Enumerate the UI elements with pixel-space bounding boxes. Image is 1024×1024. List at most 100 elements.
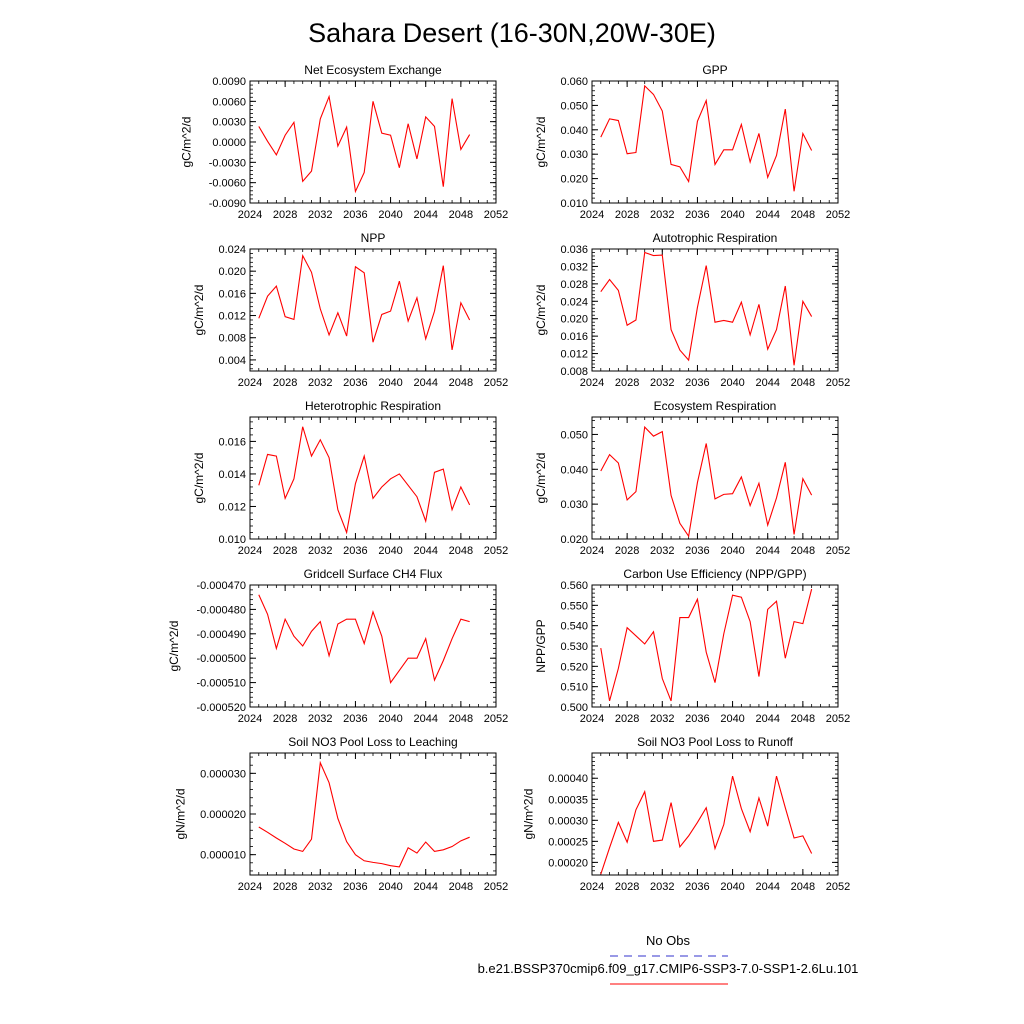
y-tick-label: 0.036: [560, 244, 588, 256]
x-tick-label: 2028: [273, 713, 297, 725]
y-tick-label: 0.00040: [548, 773, 588, 785]
y-axis-label: gC/m^2/d: [534, 285, 548, 336]
x-tick-label: 2052: [484, 713, 508, 725]
series-line: [258, 426, 471, 535]
x-tick-label: 2040: [720, 377, 744, 389]
series-line: [600, 84, 813, 192]
x-tick-label: 2048: [449, 545, 473, 557]
y-tick-label: 0.012: [218, 501, 246, 513]
series-line: [258, 94, 471, 194]
x-tick-label: 2032: [308, 377, 332, 389]
chart-title: NPP: [361, 231, 386, 245]
y-tick-label: 0.00035: [548, 794, 588, 806]
x-tick-label: 2032: [650, 713, 674, 725]
y-tick-label: 0.560: [560, 580, 588, 592]
y-tick-label: 0.060: [560, 76, 588, 88]
y-tick-label: -0.000490: [196, 629, 246, 641]
x-tick-label: 2028: [273, 545, 297, 557]
x-tick-label: 2052: [484, 881, 508, 893]
y-tick-label: 0.020: [560, 534, 588, 546]
chart-title: Soil NO3 Pool Loss to Runoff: [637, 735, 794, 749]
x-tick-label: 2036: [685, 545, 709, 557]
y-tick-label: 0.004: [218, 355, 246, 367]
y-tick-label: 0.024: [560, 296, 588, 308]
y-tick-label: 0.016: [218, 288, 246, 300]
series-line: [258, 253, 471, 351]
x-tick-label: 2024: [580, 209, 604, 221]
y-tick-label: 0.00020: [548, 857, 588, 869]
series-line: [600, 775, 813, 875]
y-tick-label: -0.0060: [209, 178, 246, 190]
x-tick-label: 2036: [343, 713, 367, 725]
x-tick-label: 2024: [238, 713, 262, 725]
x-tick-label: 2048: [449, 881, 473, 893]
x-tick-label: 2040: [378, 377, 402, 389]
x-tick-label: 2052: [826, 545, 850, 557]
x-tick-label: 2024: [580, 545, 604, 557]
plot-frame: [591, 248, 839, 372]
y-tick-label: 0.500: [560, 702, 588, 714]
x-tick-label: 2044: [413, 209, 437, 221]
x-tick-label: 2044: [413, 545, 437, 557]
x-tick-label: 2028: [273, 209, 297, 221]
x-tick-label: 2040: [378, 881, 402, 893]
y-tick-label: 0.012: [218, 311, 246, 323]
y-axis-label: gC/m^2/d: [192, 453, 206, 504]
y-tick-label: 0.020: [560, 174, 588, 186]
x-tick-label: 2052: [826, 209, 850, 221]
y-tick-label: 0.014: [218, 469, 246, 481]
y-tick-label: 0.030: [560, 149, 588, 161]
plot-frame: [591, 752, 839, 876]
x-tick-label: 2044: [755, 713, 779, 725]
legend-model-label: b.e21.BSSP370cmip6.f09_g17.CMIP6-SSP3-7.…: [478, 961, 859, 976]
x-tick-label: 2044: [755, 377, 779, 389]
y-tick-label: -0.000520: [196, 702, 246, 714]
y-tick-label: -0.000500: [196, 653, 246, 665]
y-tick-label: 0.530: [560, 641, 588, 653]
x-tick-label: 2024: [580, 881, 604, 893]
series-line: [600, 251, 813, 366]
chart-panel-9: Soil NO3 Pool Loss to Leaching 2024 2028 20…: [173, 735, 508, 893]
legend-obs-label: No Obs: [646, 933, 691, 948]
x-tick-label: 2032: [650, 377, 674, 389]
y-tick-label: 0.010: [218, 534, 246, 546]
chart-title: Gridcell Surface CH4 Flux: [304, 567, 443, 581]
chart-panel-3: NPP 2024 2028 2032 2036 2040 2044 2048 2052 0.004…: [192, 231, 508, 389]
x-tick-label: 2040: [720, 209, 744, 221]
y-tick-label: 0.032: [560, 261, 588, 273]
x-tick-label: 2028: [615, 545, 639, 557]
y-axis-label: gC/m^2/d: [192, 285, 206, 336]
plot-frame: [591, 584, 839, 708]
y-tick-label: -0.0090: [209, 198, 246, 210]
x-tick-label: 2040: [720, 881, 744, 893]
y-tick-label: 0.520: [560, 661, 588, 673]
y-tick-label: 0.510: [560, 682, 588, 694]
x-tick-label: 2024: [238, 377, 262, 389]
x-tick-label: 2044: [755, 545, 779, 557]
y-tick-label: 0.028: [560, 279, 588, 291]
x-tick-label: 2024: [580, 713, 604, 725]
y-tick-label: 0.000030: [200, 768, 246, 780]
y-axis-label: gN/m^2/d: [522, 789, 536, 840]
x-tick-label: 2048: [791, 881, 815, 893]
y-tick-label: 0.0030: [212, 117, 246, 129]
x-tick-label: 2032: [650, 545, 674, 557]
chart-panel-4: Autotrophic Respiration 2024 2028 2032 2036 2…: [534, 231, 850, 389]
chart-panel-6: Ecosystem Respiration 2024 2028 2032 2036 204…: [534, 399, 850, 557]
x-tick-label: 2024: [238, 545, 262, 557]
chart-title: GPP: [702, 63, 727, 77]
y-tick-label: -0.000510: [196, 678, 246, 690]
x-tick-label: 2048: [449, 209, 473, 221]
y-axis-label: gC/m^2/d: [167, 621, 181, 672]
x-tick-label: 2032: [308, 881, 332, 893]
x-tick-label: 2028: [615, 881, 639, 893]
y-tick-label: 0.00025: [548, 836, 588, 848]
y-tick-label: 0.0060: [212, 96, 246, 108]
x-tick-label: 2040: [720, 713, 744, 725]
y-tick-label: 0.010: [560, 198, 588, 210]
x-tick-label: 2052: [826, 377, 850, 389]
x-tick-label: 2028: [615, 713, 639, 725]
x-tick-label: 2028: [615, 209, 639, 221]
y-axis-label: gN/m^2/d: [173, 789, 187, 840]
y-tick-label: 0.000010: [200, 850, 246, 862]
